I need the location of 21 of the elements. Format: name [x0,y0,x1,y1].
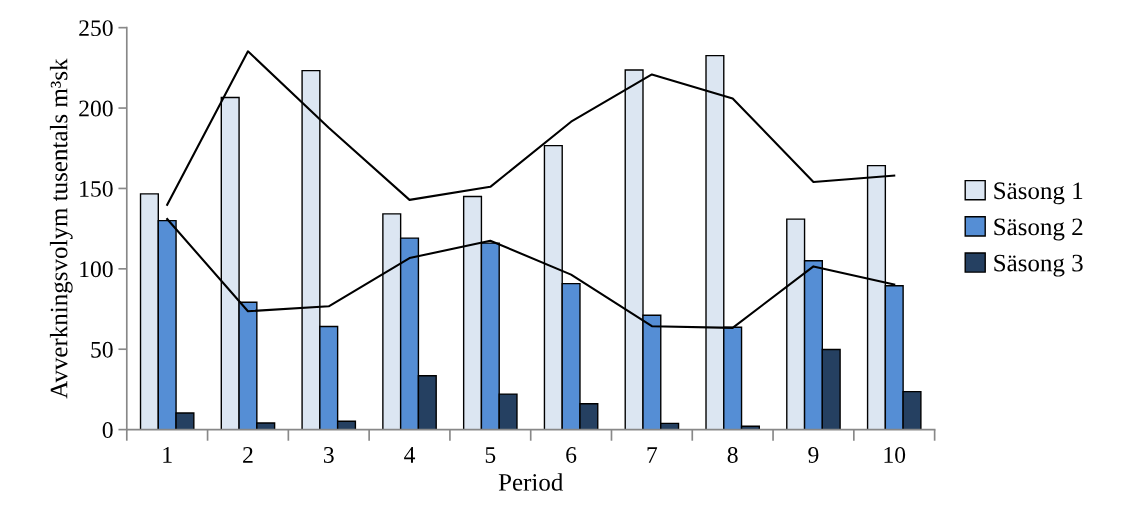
y-tick-label: 150 [80,180,113,197]
x-tick-label: 7 [647,447,658,463]
x-tick-label: 9 [808,447,819,463]
x-tick-label: 10 [884,446,906,463]
y-tick-label: 0 [102,422,113,439]
y-tick-label: 200 [79,100,113,117]
y-axis-title: Avverkningsvolym tusentals m³sk [49,58,73,399]
y-tick-label: 100 [80,261,113,278]
x-tick-label: 3 [323,447,334,463]
x-tick-label: 4 [404,447,416,463]
x-tick-label: 8 [727,446,738,463]
x-axis-title: Period [498,473,564,491]
x-tick-label: 2 [243,447,253,463]
y-tick-label: 250 [79,20,113,37]
legend-label: Säsong 1 [994,182,1083,205]
y-tick-label: 50 [91,341,113,358]
legend-label: Säsong 3 [994,254,1083,277]
legend-label: Säsong 2 [994,218,1083,241]
x-tick-label: 1 [163,447,172,463]
x-tick-label: 5 [485,447,496,463]
x-tick-label: 6 [566,447,577,463]
